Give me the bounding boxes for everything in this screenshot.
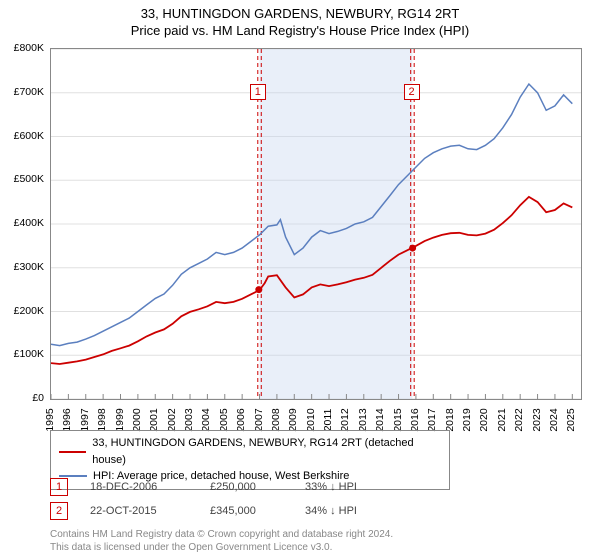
y-tick-label: £500K [0, 173, 44, 185]
chart-container: 33, HUNTINGDON GARDENS, NEWBURY, RG14 2R… [0, 0, 600, 560]
x-tick-label: 1995 [44, 408, 56, 431]
sale-date-2: 22-OCT-2015 [90, 505, 210, 517]
x-tick-label: 2009 [287, 408, 299, 431]
legend-swatch-property [59, 451, 86, 453]
sale-price-1: £250,000 [210, 481, 305, 493]
sale-pct-2: 34% ↓ HPI [305, 505, 415, 517]
x-tick-label: 2022 [513, 408, 525, 431]
x-tick-label: 2006 [235, 408, 247, 431]
legend-swatch-hpi [59, 475, 87, 477]
y-tick-label: £600K [0, 130, 44, 142]
y-tick-label: £700K [0, 86, 44, 98]
x-tick-label: 2014 [374, 408, 386, 431]
x-tick-label: 2024 [548, 408, 560, 431]
legend-label-property: 33, HUNTINGDON GARDENS, NEWBURY, RG14 2R… [92, 435, 441, 468]
sale-marker-box: 2 [404, 84, 420, 100]
x-tick-label: 2010 [305, 408, 317, 431]
sale-marker-box: 1 [250, 84, 266, 100]
footer-line1: Contains HM Land Registry data © Crown c… [50, 528, 393, 541]
sale-price-2: £345,000 [210, 505, 305, 517]
title-sub: Price paid vs. HM Land Registry's House … [0, 23, 600, 38]
x-tick-label: 1999 [114, 408, 126, 431]
legend-row-property: 33, HUNTINGDON GARDENS, NEWBURY, RG14 2R… [59, 435, 441, 468]
x-tick-label: 2023 [531, 408, 543, 431]
x-tick-label: 2004 [200, 408, 212, 431]
x-tick-label: 2011 [322, 409, 334, 432]
x-tick-label: 2020 [478, 408, 490, 431]
sale-date-1: 18-DEC-2006 [90, 481, 210, 493]
x-tick-label: 2005 [218, 408, 230, 431]
y-tick-label: £800K [0, 42, 44, 54]
chart-plot-area [50, 48, 582, 400]
footer-line2: This data is licensed under the Open Gov… [50, 541, 393, 554]
title-block: 33, HUNTINGDON GARDENS, NEWBURY, RG14 2R… [0, 0, 600, 38]
x-tick-label: 2008 [270, 408, 282, 431]
sale-row-2: 2 22-OCT-2015 £345,000 34% ↓ HPI [50, 502, 415, 520]
footer-attribution: Contains HM Land Registry data © Crown c… [50, 528, 393, 554]
title-main: 33, HUNTINGDON GARDENS, NEWBURY, RG14 2R… [0, 6, 600, 21]
x-tick-label: 2003 [183, 408, 195, 431]
y-tick-label: £200K [0, 305, 44, 317]
x-tick-label: 2021 [496, 408, 508, 431]
y-tick-label: £100K [0, 348, 44, 360]
x-tick-label: 1997 [79, 408, 91, 431]
x-tick-label: 2016 [409, 408, 421, 431]
x-tick-label: 2000 [131, 408, 143, 431]
x-tick-label: 2007 [253, 408, 265, 431]
sale-pct-1: 33% ↓ HPI [305, 481, 415, 493]
x-tick-label: 2015 [392, 408, 404, 431]
y-tick-label: £300K [0, 261, 44, 273]
y-tick-label: £400K [0, 217, 44, 229]
x-tick-label: 2025 [565, 408, 577, 431]
x-tick-label: 1996 [61, 408, 73, 431]
sale-number-2: 2 [50, 502, 68, 520]
chart-svg [51, 49, 581, 399]
x-tick-label: 2013 [357, 408, 369, 431]
x-tick-label: 2017 [426, 408, 438, 431]
sale-number-1: 1 [50, 478, 68, 496]
y-tick-label: £0 [0, 392, 44, 404]
x-tick-label: 1998 [96, 408, 108, 431]
x-tick-label: 2002 [166, 408, 178, 431]
x-tick-label: 2019 [461, 408, 473, 431]
x-tick-label: 2012 [339, 408, 351, 431]
sale-row-1: 1 18-DEC-2006 £250,000 33% ↓ HPI [50, 478, 415, 496]
x-tick-label: 2001 [148, 408, 160, 431]
x-tick-label: 2018 [444, 408, 456, 431]
